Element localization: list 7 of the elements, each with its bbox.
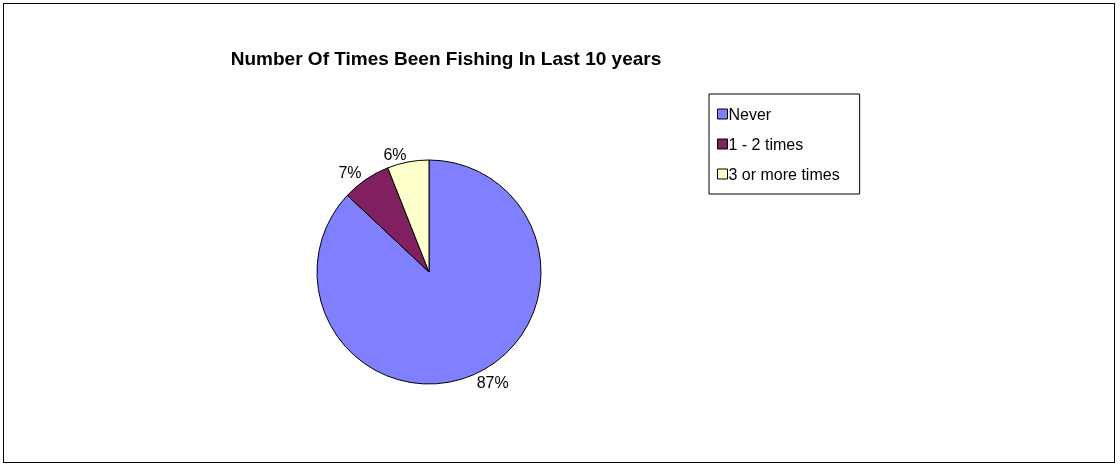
legend-label: 3 or more times xyxy=(728,165,840,183)
data-label: 7% xyxy=(338,164,362,182)
chart-title: Number Of Times Been Fishing In Last 10 years xyxy=(230,48,662,69)
data-label: 87% xyxy=(476,373,509,391)
data-label: 6% xyxy=(383,145,407,163)
legend-label: 1 - 2 times xyxy=(728,135,804,153)
legend-label: Never xyxy=(728,105,772,123)
